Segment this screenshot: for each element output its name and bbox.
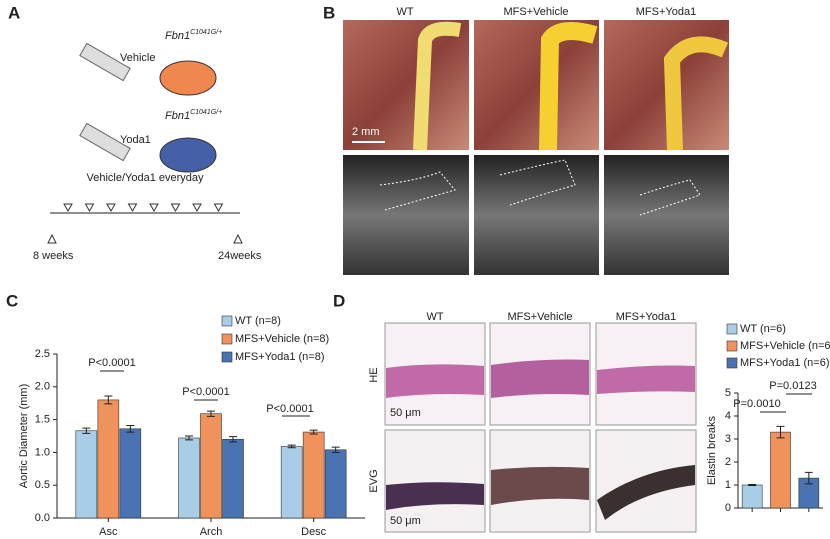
start-label: 8 weeks — [33, 250, 74, 262]
syringe — [79, 42, 131, 162]
legend-swatch — [221, 315, 233, 327]
error-bar — [82, 427, 91, 434]
x-tick-label: Asc — [99, 526, 118, 538]
legend-swatch — [221, 351, 233, 363]
annotation: P<0.0001 — [88, 357, 135, 369]
panel-label: B — [323, 3, 335, 22]
y-tick-label: 2.5 — [35, 348, 50, 360]
mouse-yoda1 — [159, 137, 217, 173]
error-bar — [207, 410, 215, 417]
annotation: P<0.0001 — [266, 403, 313, 415]
legend-label: WT (n=8) — [235, 315, 281, 327]
y-tick-label: 2 — [725, 456, 731, 468]
timeline-markers — [47, 203, 243, 244]
error-bar — [104, 395, 113, 405]
y-tick-label: 0.5 — [35, 479, 50, 491]
dose-marker — [149, 203, 159, 213]
genotype: Fbn1C1041G/+ — [165, 109, 222, 122]
time-marker — [233, 233, 243, 244]
bar — [302, 431, 325, 519]
error-bar — [331, 446, 340, 453]
bar — [324, 449, 347, 519]
group-label: Yoda1 — [120, 134, 151, 146]
error-bar — [185, 435, 193, 441]
scale-bar-label: 50 μm — [390, 407, 421, 419]
dose-marker — [192, 203, 202, 213]
group-label: Vehicle — [120, 52, 155, 64]
panel-label: A — [8, 3, 20, 22]
legend-swatch — [726, 357, 738, 369]
error-bar — [804, 471, 813, 485]
photos — [343, 20, 729, 275]
y-tick-label: 1 — [725, 479, 731, 491]
histology — [384, 322, 697, 533]
bar — [75, 430, 98, 519]
column-label: WT — [396, 6, 413, 18]
y-tick-label: 1.0 — [35, 446, 50, 458]
dose-marker — [106, 203, 116, 213]
y-axis-label: Aortic Diameter (mm) — [18, 384, 30, 489]
y-axis-label: Elastin breaks — [706, 415, 718, 485]
scale-bar-label: 50 μm — [390, 515, 421, 527]
regimen: Vehicle/Yoda1 everyday — [86, 172, 204, 184]
column-label: MFS+Yoda1 — [616, 311, 676, 323]
scale-bar-label: 2 mm — [352, 126, 380, 138]
genotype: Fbn1C1041G/+ — [165, 29, 222, 42]
legend-swatch — [726, 323, 738, 335]
error-bar — [748, 484, 757, 486]
error-bar — [229, 436, 237, 443]
bar — [770, 431, 791, 509]
x-tick-label: Arch — [200, 526, 223, 538]
error-bar — [126, 425, 135, 433]
y-tick-label: 4 — [725, 410, 731, 422]
column-label: MFS+Vehicle — [507, 311, 572, 323]
legend-swatch — [221, 333, 233, 345]
panel-label: C — [6, 291, 18, 310]
dose-marker — [127, 203, 138, 213]
bar — [200, 413, 222, 519]
bar — [119, 428, 142, 519]
panel-label: D — [333, 291, 345, 310]
dose-marker — [63, 203, 73, 213]
legend-label: WT (n=6) — [740, 323, 786, 335]
dose-marker — [84, 203, 95, 213]
legend-label: MFS+Vehicle (n=8) — [235, 333, 329, 345]
mouse-vehicle — [159, 60, 217, 96]
y-tick-label: 0.0 — [35, 512, 50, 524]
y-tick-label: 1.5 — [35, 414, 50, 426]
annotation: P=0.0123 — [769, 380, 816, 392]
bar — [741, 484, 763, 509]
legend-label: MFS+Yoda1 (n=6) — [740, 357, 829, 369]
error-bar — [309, 429, 318, 435]
column-label: MFS+Vehicle — [503, 6, 568, 18]
end-label: 24weeks — [218, 250, 262, 262]
legend-label: MFS+Yoda1 (n=8) — [235, 351, 324, 363]
y-tick-label: 0 — [725, 502, 731, 514]
annotation: P<0.0001 — [182, 386, 229, 398]
legend-label: MFS+Vehicle (n=6) — [740, 340, 830, 352]
bar — [222, 438, 244, 519]
y-tick-label: 2.0 — [35, 381, 50, 393]
row-label: HE — [368, 367, 380, 382]
error-bar — [287, 444, 296, 449]
y-tick-label: 5 — [725, 387, 731, 399]
bar — [97, 399, 120, 519]
y-tick-label: 3 — [725, 433, 731, 445]
x-tick-label: Desc — [301, 526, 327, 538]
column-label: WT — [426, 311, 443, 323]
time-marker — [47, 233, 57, 244]
dose-marker — [170, 203, 181, 213]
bar — [178, 437, 200, 519]
bar — [280, 446, 303, 519]
error-bar — [776, 425, 785, 439]
column-label: MFS+Yoda1 — [636, 6, 696, 18]
annotation: P=0.0010 — [733, 398, 780, 410]
row-label: EVG — [368, 469, 380, 492]
legend-swatch — [726, 340, 738, 352]
dose-marker — [213, 203, 224, 213]
